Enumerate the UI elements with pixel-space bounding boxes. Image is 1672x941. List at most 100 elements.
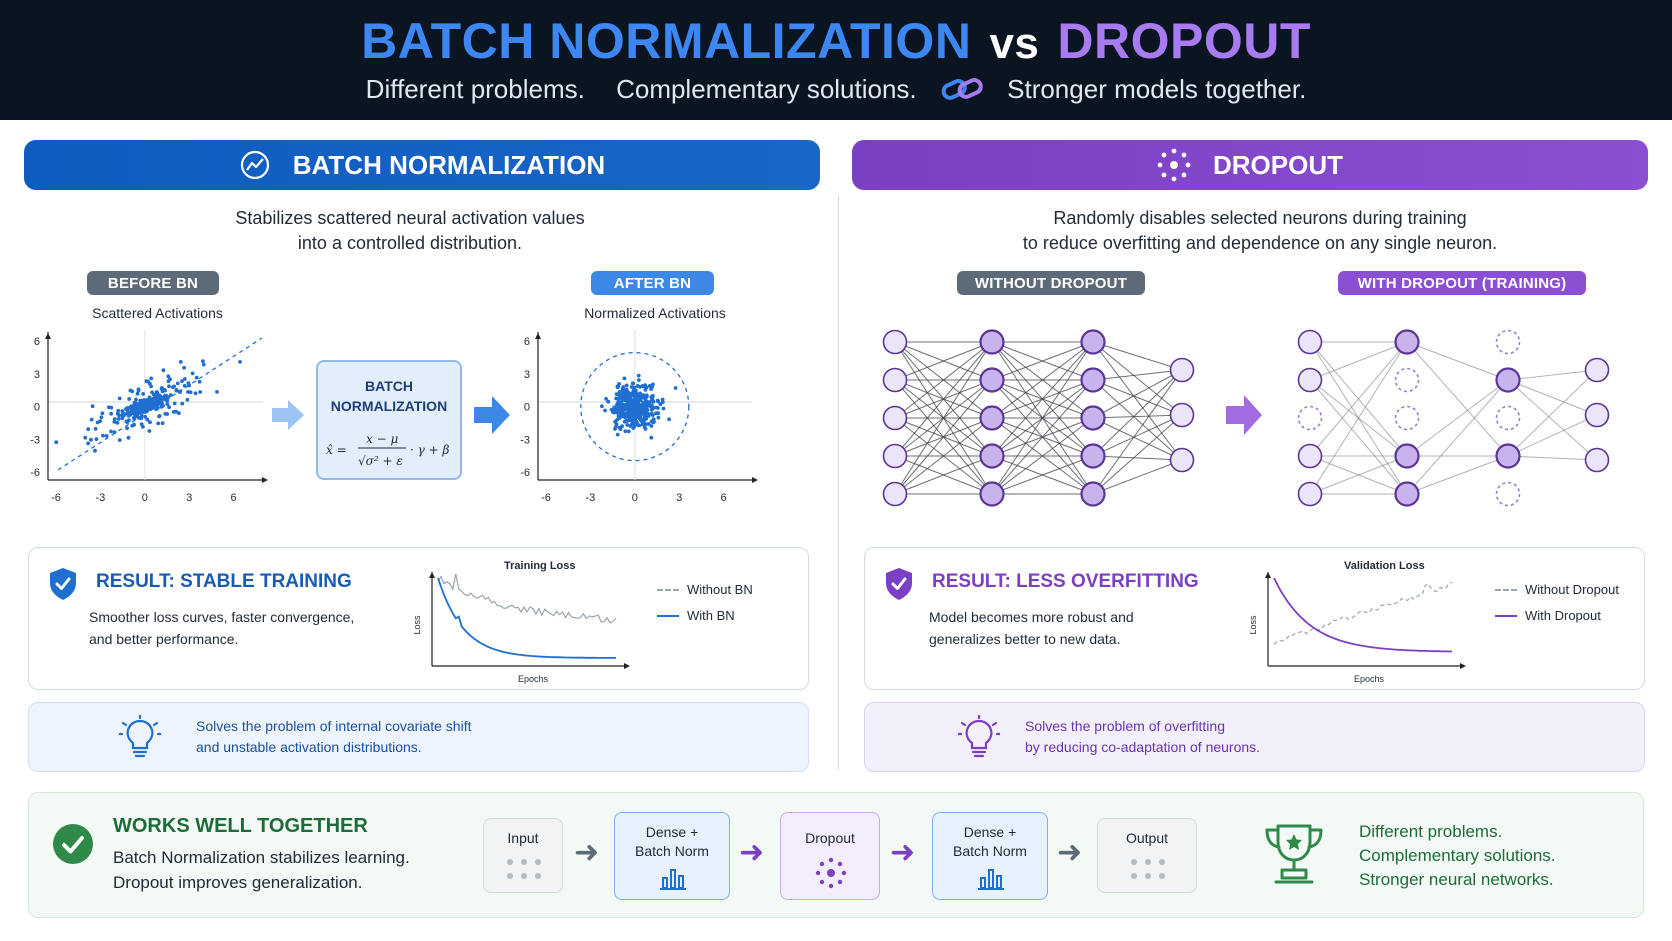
neuron [882,405,908,431]
scatter-point [629,408,634,413]
with-dropout-pill: WITH DROPOUT (TRAINING) [1338,271,1586,295]
dropout-heading: DROPOUT [1213,149,1343,180]
x-axis-arrow [262,477,268,483]
link-icon [941,78,983,100]
batch-norm-formula-box: BATCH NORMALIZATION x̂ = x − μ √σ² + ε ·… [316,360,462,480]
scatter-point [117,438,122,442]
series-with [437,577,616,659]
dropout-desc-line-2: to reduce overfitting and dependence on … [1022,233,1498,253]
trend-chart-icon [240,150,269,180]
scatter-point [622,407,627,412]
scatter-point [626,402,631,407]
dropout-desc-line-1: Randomly disables selected neurons durin… [1053,208,1467,228]
y-tick-label: 0 [34,402,40,414]
title-dropout: DROPOUT [1057,13,1311,69]
page-title: BATCH NORMALIZATION vs DROPOUT [0,12,1672,70]
scatter-point [633,389,637,393]
flow-dense1-label-a: Dense + [645,824,699,840]
arrow-right-icon: ➜ [890,836,916,869]
scatter-point [150,397,155,402]
scatter-point [649,424,654,428]
scatter-point [135,413,139,417]
network-edge [1507,379,1598,461]
bn-result-card: RESULT: STABLE TRAINING Smoother loss cu… [28,547,809,690]
scatter-point [157,393,162,398]
bn-formula: x̂ = x − μ √σ² + ε · γ + β [326,432,449,468]
scatter-point [128,388,133,393]
arrow-right-icon [1226,395,1262,435]
scatter-point [649,403,654,408]
scatter-point [625,390,630,394]
scatter-point [167,384,171,389]
neuron [1584,402,1610,428]
scatter-point [89,417,94,422]
scatter-point [625,423,630,427]
normal-boundary [580,351,690,462]
scatter-point [168,377,172,382]
bn-heading: BATCH NORMALIZATION [292,149,606,180]
scatter-point [104,434,109,438]
scatter-point [109,429,113,434]
scatter-point [617,407,622,411]
scatter-point [83,435,88,440]
scatter-point [201,359,205,364]
loss-y-arrow [1265,572,1271,578]
scatter-point [125,426,129,431]
scatter-point [626,429,631,434]
neuron [979,329,1005,355]
svg-text:x̂ =: x̂ = [326,443,347,457]
dropout-heading-bar: DROPOUT [852,140,1648,190]
scatter-point [617,390,622,394]
flow-dense-bn-box-2: Dense + Batch Norm [932,812,1048,900]
flow-input-label: Input [507,830,539,846]
scatter-point [174,409,178,414]
bar-chart-icon [978,869,1004,890]
dropped-neuron [1394,405,1420,431]
scatter-point [624,383,629,388]
scatter-point [138,404,143,408]
bn-result-text-1: Smoother loss curves, faster convergence… [89,609,355,625]
network-edge [1092,414,1183,419]
y-tick-label: 6 [524,336,530,348]
flow-dense1-label-b: Batch Norm [635,843,709,859]
scatter-point [120,409,125,413]
closing-line-3: Stronger neural networks. [1359,870,1554,889]
scatter-point [650,413,655,417]
dropout-description: Randomly disables selected neurons durin… [960,206,1560,256]
check-circle-icon [53,824,93,864]
network-edge [1507,379,1598,416]
neuron [882,481,908,507]
series-without [1273,581,1453,645]
scatter-point [178,360,183,364]
scatter-point [655,411,660,416]
scatter-point [90,404,95,409]
closing-text: Different problems. Complementary soluti… [1359,820,1556,892]
scatter-point [148,404,152,409]
network-edge [1309,455,1408,495]
network-edge [1092,369,1183,419]
scatter-point [673,386,678,390]
network-edge [894,341,993,381]
bn-description: Stabilizes scattered neural activation v… [140,206,680,256]
neuron [1297,443,1323,469]
page-subtitle: Different problems. Complementary soluti… [0,72,1672,105]
neuron [1080,405,1106,431]
scatter-point [126,435,131,440]
scatter-point [174,388,179,393]
scatter-point [611,410,615,415]
scatter-point [628,424,633,428]
bn-loss-title: Training Loss [504,560,576,572]
x-tick-label: 6 [231,492,237,504]
network-edge [1092,414,1183,457]
x-axis-arrow [752,477,758,483]
flow-dropout-label: Dropout [805,830,855,846]
scatter-point [188,390,193,395]
scatter-point [637,394,641,398]
works-together-title: WORKS WELL TOGETHER [113,815,368,837]
scatter-point [661,406,666,411]
scatter-before-plot: -6 -6 -3 -3 0 0 3 3 6 6 [30,330,268,504]
neuron [1080,443,1106,469]
network-edge [894,341,993,457]
network-edge [1507,369,1598,381]
scatter-point [194,375,199,380]
